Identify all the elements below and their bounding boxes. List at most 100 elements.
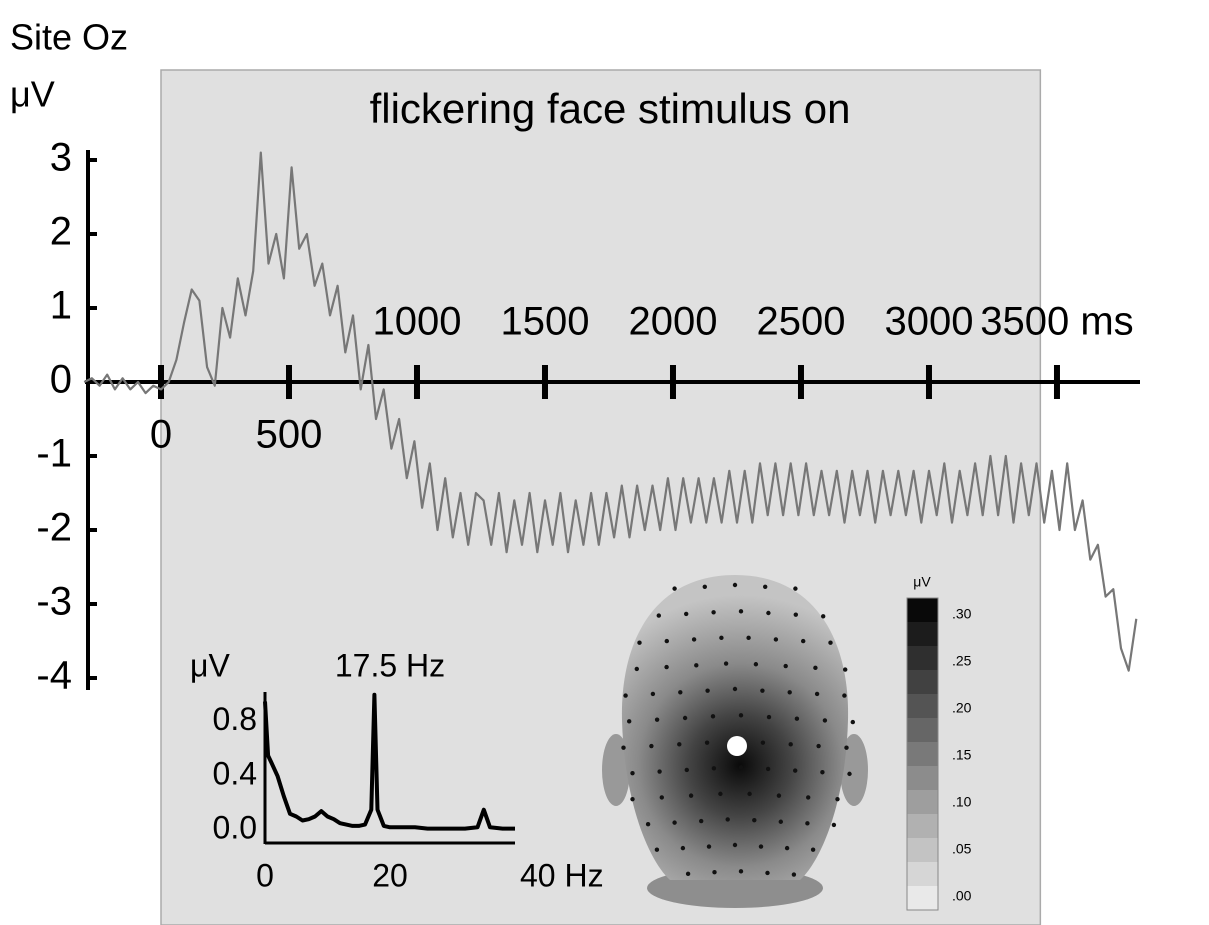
- electrode: [712, 870, 717, 875]
- electrode: [732, 842, 738, 848]
- y-tick-label: -4: [36, 654, 72, 698]
- electrode: [650, 691, 656, 697]
- electrode: [843, 667, 848, 672]
- electrode: [623, 693, 628, 698]
- electrode: [784, 845, 790, 851]
- electrode: [654, 847, 660, 852]
- colorbar-cell: [907, 886, 938, 911]
- colorbar-cell: [907, 766, 938, 791]
- electrode: [753, 662, 759, 667]
- electrode: [810, 847, 816, 852]
- electrode: [630, 770, 635, 776]
- electrode: [694, 663, 699, 668]
- x-tick-label: 0: [150, 413, 172, 457]
- annotation: flickering face stimulus on: [370, 85, 851, 132]
- electrode: [654, 717, 660, 722]
- electrode: [705, 688, 710, 693]
- electrode: [776, 793, 782, 798]
- electrode: [844, 745, 849, 750]
- electrode: [787, 690, 792, 695]
- chart-title: Site Oz: [10, 17, 128, 58]
- electrode-oz: [727, 736, 747, 756]
- electrode: [793, 612, 798, 617]
- colorbar-cell: [907, 694, 938, 719]
- electrode: [627, 719, 632, 724]
- y-axis-unit: μV: [10, 74, 55, 115]
- electrode: [725, 817, 730, 822]
- electrode: [732, 582, 738, 588]
- electrode: [691, 637, 697, 642]
- electrode: [760, 688, 765, 693]
- electrode: [765, 766, 771, 772]
- y-tick-label: -2: [36, 506, 72, 550]
- electrode: [621, 745, 626, 750]
- data-line: [83, 151, 1138, 672]
- electrode: [711, 610, 716, 615]
- colorbar-tick-label: .15: [952, 747, 972, 763]
- peak-annotation: 17.5 Hz: [335, 647, 445, 683]
- electrode: [664, 638, 669, 644]
- electrode: [672, 820, 677, 825]
- electrode: [763, 584, 768, 590]
- colorbar-cell: [907, 790, 938, 815]
- electrode: [645, 822, 651, 827]
- electrode: [699, 818, 704, 824]
- ear: [602, 734, 630, 806]
- electrode: [788, 742, 793, 747]
- electrode: [634, 666, 639, 672]
- electrode: [738, 609, 744, 614]
- electrode: [649, 743, 654, 749]
- x-tick-label: 1000: [373, 300, 462, 344]
- electrode: [831, 822, 837, 828]
- electrode: [773, 637, 779, 642]
- colorbar-tick-label: .20: [952, 700, 972, 716]
- electrode: [706, 844, 712, 849]
- electrode: [791, 872, 797, 877]
- colorbar-tick-label: .30: [952, 606, 972, 622]
- electrode: [814, 691, 820, 697]
- colorbar-tick-label: .25: [952, 653, 972, 669]
- electrode: [822, 718, 828, 723]
- electrode: [738, 869, 744, 874]
- ear: [840, 734, 868, 806]
- x-tick-label: 3500 ms: [980, 300, 1133, 344]
- x-tick-label: 0: [256, 857, 274, 893]
- electrode: [656, 613, 661, 618]
- y-tick-label: -1: [36, 432, 72, 476]
- electrode: [672, 586, 677, 591]
- scalp-topography: [602, 575, 868, 908]
- electrode: [766, 610, 771, 616]
- electrode: [657, 769, 662, 774]
- electrode: [738, 765, 744, 770]
- electrode: [664, 664, 669, 670]
- electrode: [765, 870, 770, 876]
- colorbar-cell: [907, 598, 938, 623]
- electrode: [630, 796, 635, 802]
- inset-y-unit: μV: [190, 647, 230, 683]
- electrode: [746, 635, 751, 641]
- electrode: [793, 768, 798, 773]
- electrode: [678, 690, 683, 695]
- electrode: [659, 795, 664, 800]
- electrode: [685, 871, 691, 877]
- electrode: [682, 715, 688, 721]
- y-tick-label: 0.4: [213, 755, 257, 791]
- electrode: [719, 635, 724, 641]
- electrode: [688, 793, 694, 798]
- x-tick-label: 40 Hz: [520, 857, 604, 893]
- electrode: [821, 614, 826, 619]
- electrode: [820, 770, 825, 775]
- electrode: [793, 586, 798, 591]
- electrode: [778, 819, 783, 824]
- colorbar-cell: [907, 742, 938, 767]
- colorbar-frame: [906, 597, 939, 911]
- electrode: [747, 791, 752, 797]
- y-tick-label: 0: [50, 358, 72, 402]
- electrode: [684, 611, 689, 617]
- y-tick-label: 0.8: [213, 701, 257, 737]
- electrode: [752, 817, 757, 823]
- electrode: [760, 740, 766, 745]
- y-tick-label: 0.0: [213, 809, 257, 845]
- data-line: [263, 692, 515, 831]
- electrode: [816, 743, 821, 749]
